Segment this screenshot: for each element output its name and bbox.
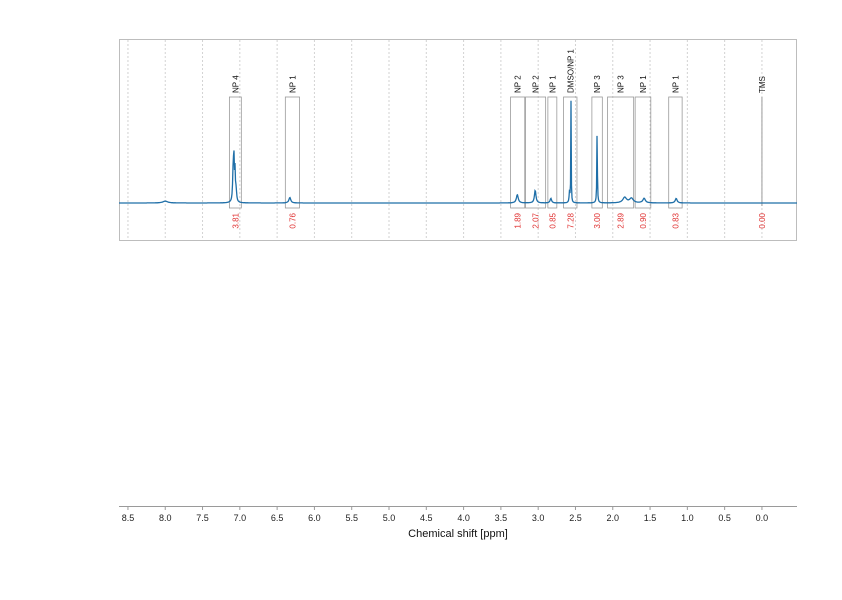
- integral-value: 3.81: [231, 212, 240, 228]
- region-label: NP 3: [617, 75, 626, 93]
- x-tick-label: 6.5: [271, 513, 284, 523]
- region-label: NP 1: [639, 75, 648, 93]
- integral-value: 7.28: [566, 212, 575, 228]
- region-label: NP 2: [532, 75, 541, 93]
- integration-region: [510, 96, 526, 209]
- x-tick-label: 3.0: [532, 513, 545, 523]
- integral-value: 3.00: [593, 212, 602, 228]
- x-tick-label: 8.5: [122, 513, 135, 523]
- integral-value: 0.00: [758, 212, 767, 228]
- region-label: NP 3: [593, 75, 602, 93]
- x-tick-label: 7.0: [234, 513, 247, 523]
- x-tick-label: 2.0: [607, 513, 620, 523]
- region-label: TMS: [758, 76, 767, 93]
- region-label: NP 1: [288, 75, 297, 93]
- region-label: DMSO/NP 1: [566, 49, 575, 93]
- grid-lines: [127, 40, 763, 240]
- region-label: NP 1: [548, 75, 557, 93]
- integration-region: [547, 96, 558, 209]
- spectrum-line: [119, 100, 797, 204]
- x-tick-label: 2.5: [569, 513, 582, 523]
- x-axis-ticks: 8.5 8.0 7.5 7.0 6.5 6.0 5.5 5.0 4.5 4.0 3.5 3.0 2.5 2…: [122, 506, 769, 523]
- integration-region: [607, 96, 635, 209]
- integral-value: 2.89: [617, 212, 626, 228]
- x-tick-label: 1.0: [681, 513, 694, 523]
- region-labels: NP 4 3.81 NP 1 0.76 NP 2 1.89 NP 2 2.07 NP 1 0.85…: [231, 49, 767, 229]
- x-tick-label: 8.0: [159, 513, 172, 523]
- x-tick-label: 7.5: [196, 513, 209, 523]
- x-tick-label: 0.5: [718, 513, 731, 523]
- integration-region: [563, 96, 578, 209]
- integral-value: 2.07: [532, 212, 541, 228]
- region-label: NP 4: [231, 75, 240, 93]
- region-label: NP 1: [671, 75, 680, 93]
- integration-region: [634, 96, 652, 209]
- x-tick-label: 1.5: [644, 513, 657, 523]
- integration-region: [284, 96, 300, 209]
- x-tick-label: 4.5: [420, 513, 433, 523]
- integral-value: 0.76: [288, 212, 297, 228]
- integral-value: 0.83: [671, 212, 680, 228]
- integration-regions: [228, 96, 763, 209]
- integration-region: [525, 96, 547, 209]
- x-tick-label: 6.0: [308, 513, 321, 523]
- x-tick-label: 3.5: [495, 513, 508, 523]
- x-tick-label: 4.0: [457, 513, 470, 523]
- x-tick-label: 5.5: [345, 513, 358, 523]
- plot-frame: [119, 39, 797, 241]
- integral-value: 0.90: [639, 212, 648, 228]
- x-axis-label: Chemical shift [ppm]: [408, 528, 508, 540]
- integration-region: [591, 96, 603, 209]
- x-tick-label: 0.0: [756, 513, 769, 523]
- integral-value: 0.85: [548, 212, 557, 228]
- x-tick-label: 5.0: [383, 513, 396, 523]
- integration-region: [228, 96, 242, 209]
- region-label: NP 2: [514, 75, 523, 93]
- integral-value: 1.89: [514, 212, 523, 228]
- integration-region: [668, 96, 683, 209]
